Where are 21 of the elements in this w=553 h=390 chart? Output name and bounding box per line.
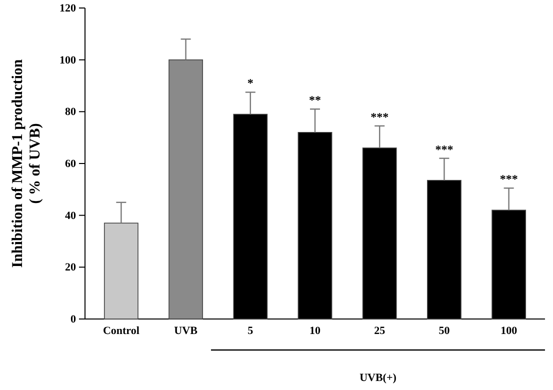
x-tick-label: 10 (310, 325, 321, 338)
y-tick-label: 120 (60, 2, 76, 15)
annotation: *** (500, 172, 518, 186)
annotation: *** (435, 142, 454, 156)
x-tick-label: Control (102, 325, 140, 338)
annotation: ** (309, 93, 321, 108)
y-tick-label: 20 (65, 262, 76, 274)
x-tick-label: UVB (174, 325, 198, 338)
x-tick-label: 100 (500, 325, 518, 338)
x-tick-label: 5 (248, 325, 254, 338)
annotation: * (247, 76, 254, 90)
text: UVB(+) (360, 372, 397, 384)
y-tick-label: 80 (65, 106, 76, 118)
y-tick-label: 0 (70, 314, 76, 326)
y-axis-title: Inhibition of MMP-1 production ( % of UVB) (10, 58, 44, 268)
x-tick-label: 25 (374, 325, 386, 338)
y-tick-label: 100 (60, 54, 76, 66)
y-tick-label: 40 (65, 210, 76, 222)
y-tick-label: 60 (65, 158, 76, 170)
x-tick-label: 50 (438, 325, 450, 338)
annotation: *** (370, 110, 389, 124)
